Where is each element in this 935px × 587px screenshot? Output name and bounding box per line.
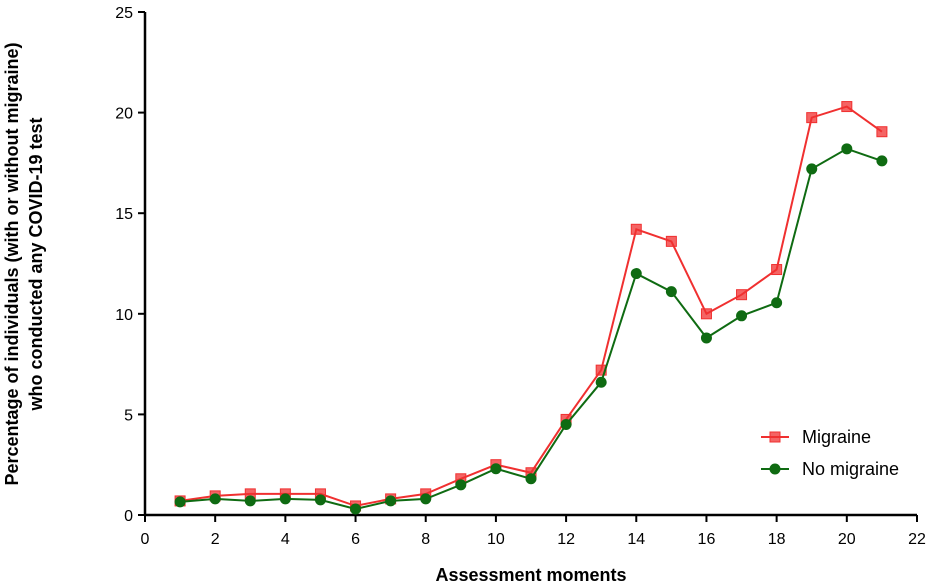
legend-marker xyxy=(769,463,781,475)
x-tick-label: 4 xyxy=(281,531,290,548)
y-tick-label: 20 xyxy=(115,106,133,123)
data-point xyxy=(420,493,432,505)
data-point xyxy=(595,376,607,388)
x-tick-label: 14 xyxy=(627,531,645,548)
data-point xyxy=(244,495,256,507)
legend-item-no-migraine: No migraine xyxy=(761,459,899,479)
x-tick-label: 10 xyxy=(487,531,505,548)
legend-item-migraine: Migraine xyxy=(761,427,871,447)
data-point xyxy=(876,155,888,167)
data-point xyxy=(736,310,748,322)
data-point xyxy=(700,332,712,344)
data-point xyxy=(314,494,326,506)
data-point xyxy=(665,286,677,298)
legend: Migraine No migraine xyxy=(761,427,899,479)
data-point xyxy=(174,496,186,508)
legend-marker xyxy=(769,431,781,443)
data-point xyxy=(455,479,467,491)
x-tick-label: 6 xyxy=(351,531,360,548)
y-tick-label: 15 xyxy=(115,206,133,223)
y-tick-label: 0 xyxy=(124,508,133,525)
data-point xyxy=(771,264,783,276)
axes: 0 2 4 6 8 10 12 14 16 18 20 22 0 5 10 15 20 25 xyxy=(115,5,926,548)
data-point xyxy=(806,112,818,124)
data-point xyxy=(385,495,397,507)
data-point xyxy=(736,289,748,301)
x-tick-label: 0 xyxy=(141,531,150,548)
legend-label: No migraine xyxy=(802,459,899,479)
x-tick-label: 22 xyxy=(908,531,926,548)
y-tick-label: 5 xyxy=(124,407,133,424)
data-point xyxy=(806,163,818,175)
series-no-migraine xyxy=(174,143,888,515)
x-tick-label: 8 xyxy=(421,531,430,548)
x-tick-label: 20 xyxy=(838,531,856,548)
data-point xyxy=(665,235,677,247)
data-point xyxy=(595,364,607,376)
data-point xyxy=(279,493,291,505)
series-line xyxy=(180,147,883,511)
data-point xyxy=(841,143,853,155)
legend-label: Migraine xyxy=(802,427,871,447)
data-point xyxy=(209,493,221,505)
x-tick-label: 2 xyxy=(211,531,220,548)
y-tick-label: 25 xyxy=(115,5,133,22)
x-tick-label: 12 xyxy=(557,531,575,548)
y-tick-label: 10 xyxy=(115,307,133,324)
data-point xyxy=(525,473,537,485)
data-point xyxy=(560,418,572,430)
y-axis-title: Percentage of individuals (with or witho… xyxy=(2,42,46,485)
data-point xyxy=(350,503,362,515)
plot-area xyxy=(174,101,888,515)
data-point xyxy=(490,463,502,475)
data-point xyxy=(841,101,853,113)
data-point xyxy=(630,268,642,280)
x-axis-title: Assessment moments xyxy=(435,565,626,585)
y-axis-title-line-2: who conducted any COVID-19 test xyxy=(26,117,46,411)
x-tick-label: 18 xyxy=(768,531,786,548)
x-tick-label: 16 xyxy=(698,531,716,548)
data-point xyxy=(630,223,642,235)
data-point xyxy=(771,297,783,309)
data-point xyxy=(700,308,712,320)
data-point xyxy=(876,126,888,138)
y-axis-title-line-1: Percentage of individuals (with or witho… xyxy=(2,42,22,485)
